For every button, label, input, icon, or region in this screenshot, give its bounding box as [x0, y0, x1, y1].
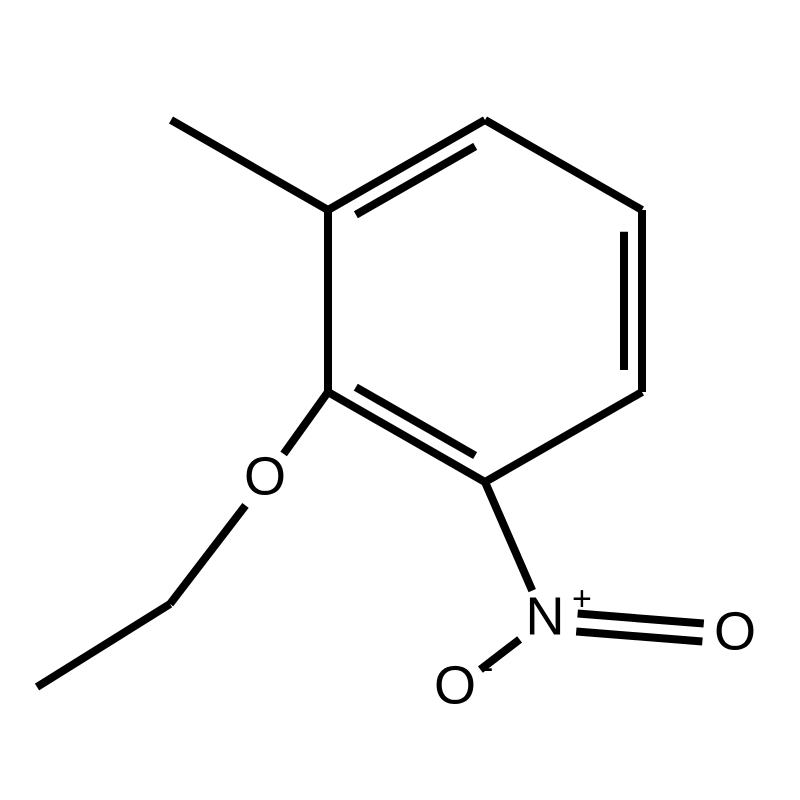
bond: [171, 120, 328, 210]
bond: [328, 120, 485, 210]
atom-label-o: O: [434, 655, 476, 715]
bond: [485, 392, 642, 482]
bond: [576, 631, 702, 641]
bond: [485, 120, 642, 210]
bond: [485, 482, 532, 591]
atom-label-o: O: [714, 601, 756, 661]
bond: [170, 505, 246, 604]
atom-charge: +: [572, 580, 592, 618]
bond: [578, 614, 704, 624]
atom-charge: -: [482, 649, 493, 687]
bond: [284, 392, 328, 454]
bond: [328, 392, 485, 482]
molecule-canvas: ON+O-O: [0, 0, 800, 800]
bond: [37, 604, 170, 687]
atom-label-n: N: [526, 586, 565, 646]
atom-label-o: O: [244, 446, 286, 506]
